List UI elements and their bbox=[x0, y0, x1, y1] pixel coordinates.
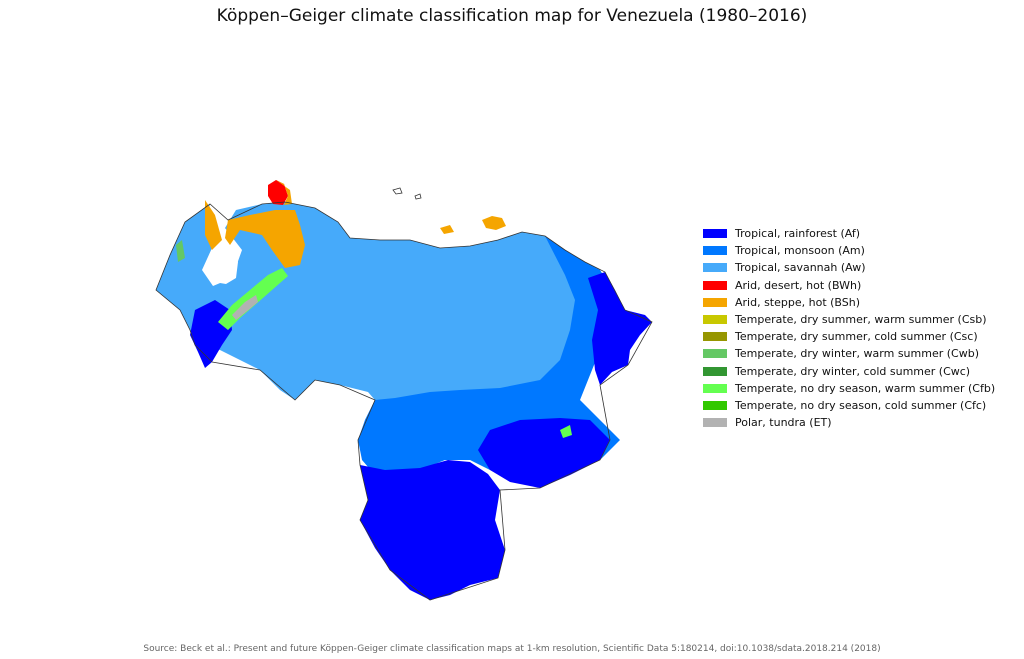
legend-item-aw: Tropical, savannah (Aw) bbox=[703, 259, 995, 276]
legend-swatch-csc bbox=[703, 332, 727, 342]
country-outline bbox=[155, 201, 653, 601]
legend-label-bwh: Arid, desert, hot (BWh) bbox=[735, 278, 862, 292]
region-cfb-perija bbox=[176, 240, 185, 262]
legend-item-cfb: Temperate, no dry season, warm summer (C… bbox=[703, 380, 995, 397]
legend-swatch-csb bbox=[703, 315, 727, 325]
region-bsh-paraguana-edge bbox=[276, 180, 292, 205]
legend-item-cwc: Temperate, dry winter, cold summer (Cwc) bbox=[703, 363, 995, 380]
legend-item-bwh: Arid, desert, hot (BWh) bbox=[703, 277, 995, 294]
region-et-andes bbox=[232, 295, 258, 320]
region-af-south bbox=[360, 460, 505, 600]
legend-item-cfc: Temperate, no dry season, cold summer (C… bbox=[703, 397, 995, 414]
legend-swatch-am bbox=[703, 246, 727, 256]
island-small-2 bbox=[414, 193, 422, 200]
legend-label-bsh: Arid, steppe, hot (BSh) bbox=[735, 295, 861, 309]
region-bsh-maracaibo bbox=[205, 200, 222, 250]
region-bsh-island bbox=[440, 225, 454, 234]
region-cfb-tepui bbox=[560, 425, 572, 438]
legend-swatch-af bbox=[703, 229, 727, 239]
legend-label-cfc: Temperate, no dry season, cold summer (C… bbox=[735, 398, 987, 412]
legend-swatch-et bbox=[703, 418, 727, 428]
legend-item-csc: Temperate, dry summer, cold summer (Csc) bbox=[703, 328, 995, 345]
legend-item-am: Tropical, monsoon (Am) bbox=[703, 242, 995, 259]
map-title: Köppen–Geiger climate classification map… bbox=[216, 6, 808, 26]
legend-swatch-bsh bbox=[703, 297, 727, 307]
legend-item-et: Polar, tundra (ET) bbox=[703, 414, 995, 431]
legend-label-csc: Temperate, dry summer, cold summer (Csc) bbox=[735, 330, 978, 344]
legend-item-af: Tropical, rainforest (Af) bbox=[703, 225, 995, 242]
legend-label-cwc: Temperate, dry winter, cold summer (Cwc) bbox=[735, 364, 971, 378]
legend-item-csb: Temperate, dry summer, warm summer (Csb) bbox=[703, 311, 995, 328]
legend-swatch-cwc bbox=[703, 366, 727, 376]
source-citation: Source: Beck et al.: Present and future … bbox=[143, 644, 881, 654]
region-bsh-falcon bbox=[225, 210, 305, 268]
legend-swatch-bwh bbox=[703, 280, 727, 290]
region-af-southeast bbox=[478, 418, 610, 488]
island-small-1 bbox=[392, 187, 403, 195]
legend-swatch-aw bbox=[703, 263, 727, 273]
legend-swatch-cfb bbox=[703, 383, 727, 393]
legend-label-csb: Temperate, dry summer, warm summer (Csb) bbox=[735, 313, 987, 327]
region-af-northwest bbox=[190, 300, 232, 368]
legend-swatch-cfc bbox=[703, 400, 727, 410]
legend: Tropical, rainforest (Af) Tropical, mons… bbox=[703, 225, 995, 431]
legend-item-cwb: Temperate, dry winter, warm summer (Cwb) bbox=[703, 345, 995, 362]
legend-label-af: Tropical, rainforest (Af) bbox=[735, 227, 861, 241]
legend-label-aw: Tropical, savannah (Aw) bbox=[735, 261, 866, 275]
legend-swatch-cwb bbox=[703, 349, 727, 359]
legend-item-bsh: Arid, steppe, hot (BSh) bbox=[703, 294, 995, 311]
legend-label-am: Tropical, monsoon (Am) bbox=[735, 244, 865, 258]
legend-label-et: Polar, tundra (ET) bbox=[735, 416, 832, 430]
region-af-delta bbox=[588, 272, 652, 385]
lake-maracaibo bbox=[206, 245, 238, 284]
legend-label-cfb: Temperate, no dry season, warm summer (C… bbox=[735, 381, 996, 395]
region-bsh-margarita bbox=[482, 216, 506, 230]
region-bwh-paraguana bbox=[268, 180, 288, 205]
legend-label-cwb: Temperate, dry winter, warm summer (Cwb) bbox=[735, 347, 979, 361]
